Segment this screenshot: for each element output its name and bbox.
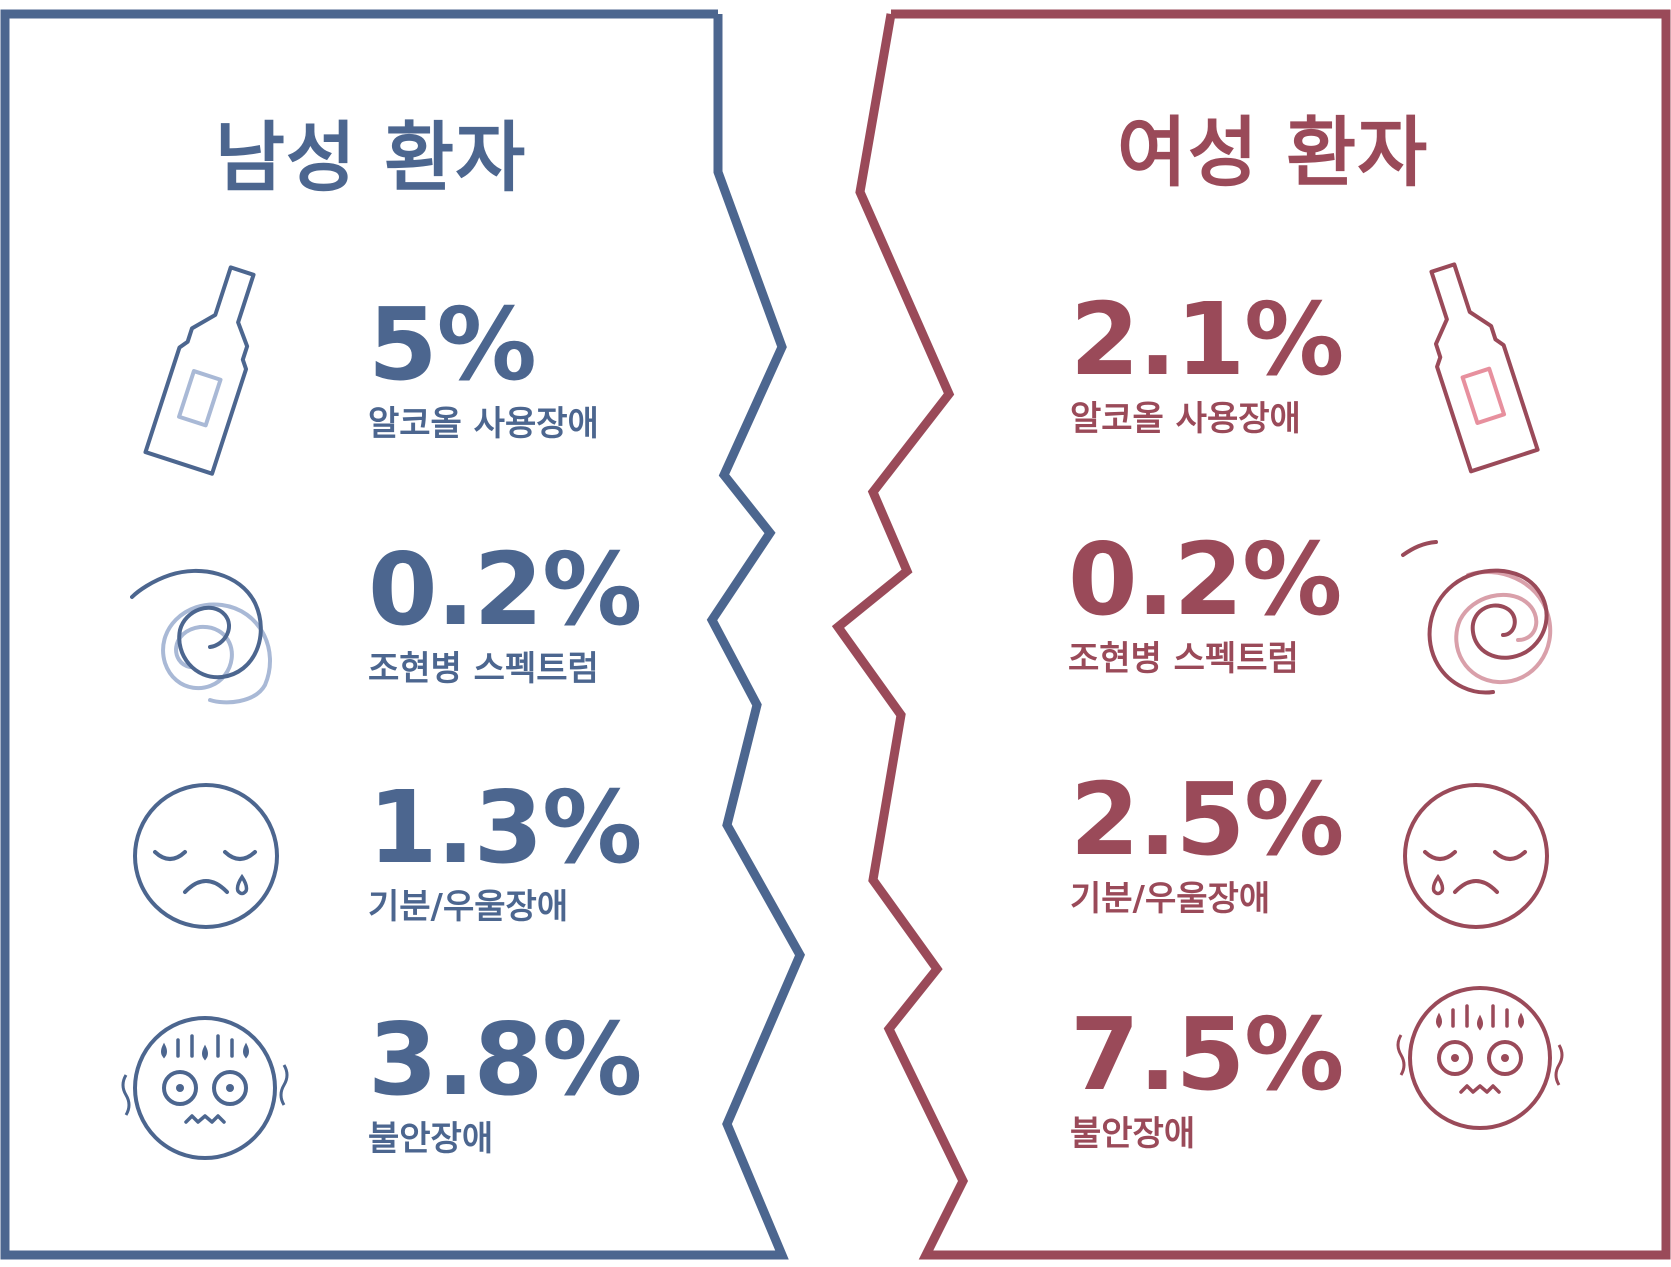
- female-stat-schizophrenia: 0.2% 조현병 스펙트럼: [1068, 521, 1342, 679]
- bottle-icon: [143, 265, 256, 476]
- stat-label: 조현병 스펙트럼: [1068, 639, 1299, 679]
- stat-value: 0.2%: [368, 531, 642, 648]
- stat-value: 2.1%: [1070, 281, 1344, 398]
- male-stat-anxiety: 3.8% 불안장애: [368, 1001, 642, 1159]
- spiral-icon: [1401, 540, 1553, 695]
- stat-label: 조현병 스펙트럼: [368, 649, 599, 689]
- spiral-icon: [130, 568, 272, 705]
- anxious-face-icon: [1396, 986, 1564, 1130]
- stat-value: 1.3%: [368, 769, 642, 886]
- sad-face-icon: [1403, 783, 1549, 929]
- stat-value: 2.5%: [1070, 761, 1344, 878]
- stat-label: 불안장애: [1070, 1114, 1196, 1154]
- female-panel-title: 여성 환자: [1117, 108, 1429, 197]
- male-stat-alcohol: 5% 알코올 사용장애: [368, 286, 599, 444]
- stat-value: 3.8%: [368, 1001, 642, 1118]
- stat-label: 기분/우울장애: [1070, 879, 1271, 919]
- male-stat-mood: 1.3% 기분/우울장애: [368, 769, 642, 927]
- stat-label: 불안장애: [368, 1119, 494, 1159]
- female-stat-mood: 2.5% 기분/우울장애: [1070, 761, 1344, 919]
- female-panel-border: [831, 9, 1671, 1260]
- bottle-icon: [1429, 262, 1540, 474]
- male-panel-border: [0, 9, 806, 1260]
- female-stat-alcohol: 2.1% 알코올 사용장애: [1070, 281, 1344, 439]
- stat-value: 0.2%: [1068, 521, 1342, 638]
- stat-label: 알코올 사용장애: [1070, 399, 1301, 439]
- male-panel-title: 남성 환자: [215, 113, 527, 202]
- anxious-face-icon: [121, 1016, 289, 1160]
- stat-label: 알코올 사용장애: [368, 404, 599, 444]
- male-stat-schizophrenia: 0.2% 조현병 스펙트럼: [368, 531, 642, 689]
- sad-face-icon: [133, 783, 279, 929]
- female-stat-anxiety: 7.5% 불안장애: [1070, 996, 1344, 1154]
- stat-value: 5%: [368, 286, 537, 403]
- stat-label: 기분/우울장애: [368, 887, 569, 927]
- stat-value: 7.5%: [1070, 996, 1344, 1113]
